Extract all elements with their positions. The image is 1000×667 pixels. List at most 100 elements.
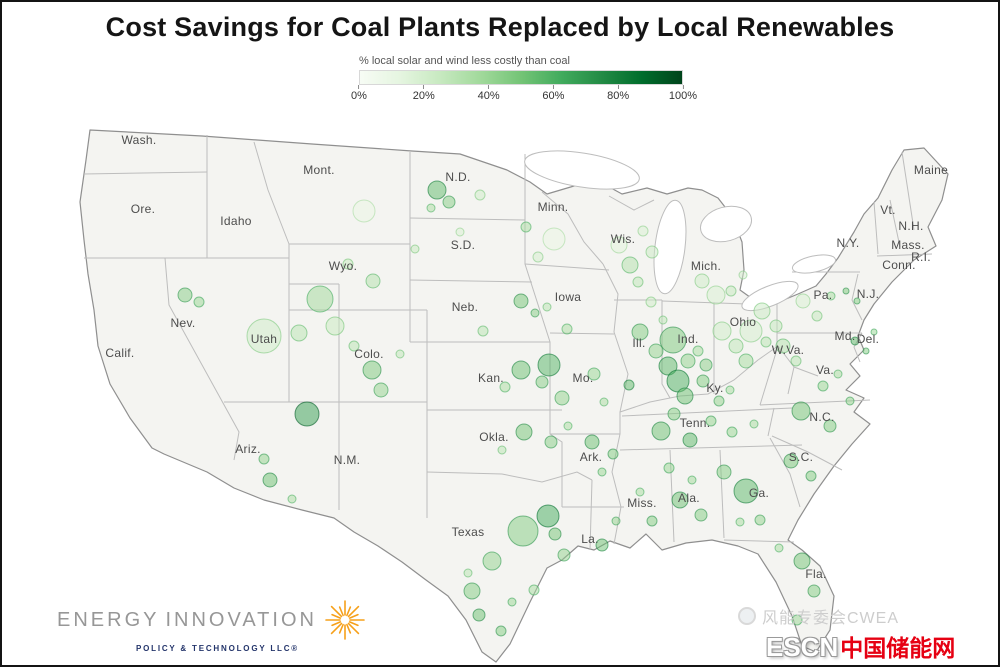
state-border-line bbox=[426, 471, 593, 483]
state-border-line bbox=[769, 437, 801, 508]
coal-plant-bubble bbox=[850, 336, 860, 346]
legend-tick: 0% bbox=[351, 85, 367, 102]
state-border-line bbox=[661, 300, 748, 305]
coal-plant-bubble bbox=[348, 340, 360, 352]
coal-plant-bubble bbox=[611, 516, 621, 526]
state-border-line bbox=[83, 171, 208, 175]
state-label: S.D. bbox=[451, 238, 476, 252]
coal-plant-bubble bbox=[537, 353, 561, 377]
coal-plant-bubble bbox=[791, 614, 803, 626]
state-border-line bbox=[549, 332, 615, 335]
coal-plant-bubble bbox=[842, 287, 850, 295]
coal-plant-bubble bbox=[658, 315, 668, 325]
state-border-line bbox=[851, 273, 863, 321]
coal-plant-bubble bbox=[680, 353, 696, 369]
coal-plant-bubble bbox=[442, 195, 456, 209]
state-label: Mich. bbox=[691, 259, 721, 273]
sunburst-ray bbox=[348, 621, 359, 627]
legend-label: % local solar and wind less costly than … bbox=[359, 55, 570, 67]
lake bbox=[791, 254, 837, 274]
coal-plant-bubble bbox=[735, 517, 745, 527]
coal-plant-bubble bbox=[373, 382, 389, 398]
coal-plant-bubble bbox=[507, 515, 539, 547]
coal-plant-bubble bbox=[246, 318, 282, 354]
coal-plant-bubble bbox=[826, 291, 836, 301]
state-border-line bbox=[164, 257, 240, 461]
site-name-text: 中国储能网 bbox=[840, 635, 956, 661]
coal-plant-bubble bbox=[725, 285, 737, 297]
lake bbox=[524, 150, 640, 190]
coal-plant-bubble bbox=[563, 421, 573, 431]
coal-plant-bubble bbox=[532, 251, 544, 263]
coal-plant-bubble bbox=[607, 448, 619, 460]
state-label: Pa. bbox=[814, 288, 833, 302]
state-border-line bbox=[853, 332, 863, 363]
legend-tick: 80% bbox=[607, 85, 629, 102]
coal-plant-bubble bbox=[587, 367, 601, 381]
state-border-line bbox=[771, 435, 843, 471]
coal-plant-bubble bbox=[659, 326, 687, 354]
state-label: La. bbox=[581, 532, 599, 546]
state-border-line bbox=[759, 345, 779, 406]
state-label: Ga. bbox=[749, 486, 769, 500]
cwea-logo-icon bbox=[738, 607, 756, 625]
coal-plant-bubble bbox=[870, 328, 878, 336]
coal-plant-bubble bbox=[692, 345, 704, 357]
coal-plant-bubble bbox=[823, 419, 837, 433]
coal-plant-bubble bbox=[853, 297, 861, 305]
coal-plant-bubble bbox=[651, 421, 671, 441]
coal-plant-bubble bbox=[290, 324, 308, 342]
coal-plant-bubble bbox=[306, 285, 334, 313]
state-label: Idaho bbox=[220, 214, 252, 228]
legend-gradient-bar bbox=[359, 70, 683, 85]
state-label: Ariz. bbox=[235, 442, 261, 456]
state-label: N.H. bbox=[898, 219, 923, 233]
state-label: Colo. bbox=[354, 347, 384, 361]
state-label: Ark. bbox=[580, 450, 603, 464]
state-label: Wyo. bbox=[329, 259, 357, 273]
coal-plant-bubble bbox=[544, 435, 558, 449]
great-lakes bbox=[524, 150, 837, 312]
coal-plant-bubble bbox=[557, 548, 571, 562]
state-label: Ohio bbox=[730, 315, 757, 329]
coal-plant-bubble bbox=[648, 343, 664, 359]
coal-plant-bubble bbox=[542, 302, 552, 312]
coal-plant-bubble bbox=[177, 287, 193, 303]
coal-plant-bubble bbox=[623, 379, 635, 391]
coal-plant-bubble bbox=[365, 273, 381, 289]
state-label: Calif. bbox=[105, 346, 134, 360]
coal-plant-bubble bbox=[599, 397, 609, 407]
state-border-line bbox=[767, 407, 775, 437]
watermark-site-row: ESCN 中国储能网 bbox=[766, 629, 955, 663]
coal-plant-bubble bbox=[807, 584, 821, 598]
coal-plant-bubble bbox=[862, 347, 870, 355]
coal-plant-bubble bbox=[754, 514, 766, 526]
state-borders bbox=[83, 135, 933, 551]
coal-plant-bubble bbox=[258, 453, 270, 465]
coal-plant-bubble bbox=[294, 401, 320, 427]
state-label: Mass. bbox=[891, 238, 925, 252]
state-label: Ill. bbox=[632, 336, 645, 350]
state-border-line bbox=[619, 444, 803, 451]
sunburst-ray bbox=[331, 621, 342, 627]
state-label: N.J. bbox=[857, 287, 880, 301]
coal-plant-bubble bbox=[530, 308, 540, 318]
coal-plant-bubble bbox=[427, 180, 447, 200]
coal-plant-bubble bbox=[595, 538, 609, 552]
state-border-line bbox=[409, 279, 533, 283]
sunburst-ray bbox=[338, 606, 344, 617]
coal-plant-bubble bbox=[733, 478, 759, 504]
sunburst-ray bbox=[330, 605, 343, 618]
coal-plant-bubble bbox=[495, 625, 507, 637]
coal-plant-bubble bbox=[811, 310, 823, 322]
coal-plant-bubble bbox=[535, 375, 549, 389]
state-border-line bbox=[608, 195, 655, 211]
coal-plant-bubble bbox=[554, 390, 570, 406]
coal-plant-bubble bbox=[728, 338, 744, 354]
state-border-line bbox=[253, 141, 290, 245]
coal-plant-bubble bbox=[682, 432, 698, 448]
coal-plant-bubble bbox=[597, 467, 607, 477]
coal-plant-bubble bbox=[774, 543, 784, 553]
state-border-line bbox=[901, 151, 915, 231]
state-border-line bbox=[719, 449, 725, 539]
